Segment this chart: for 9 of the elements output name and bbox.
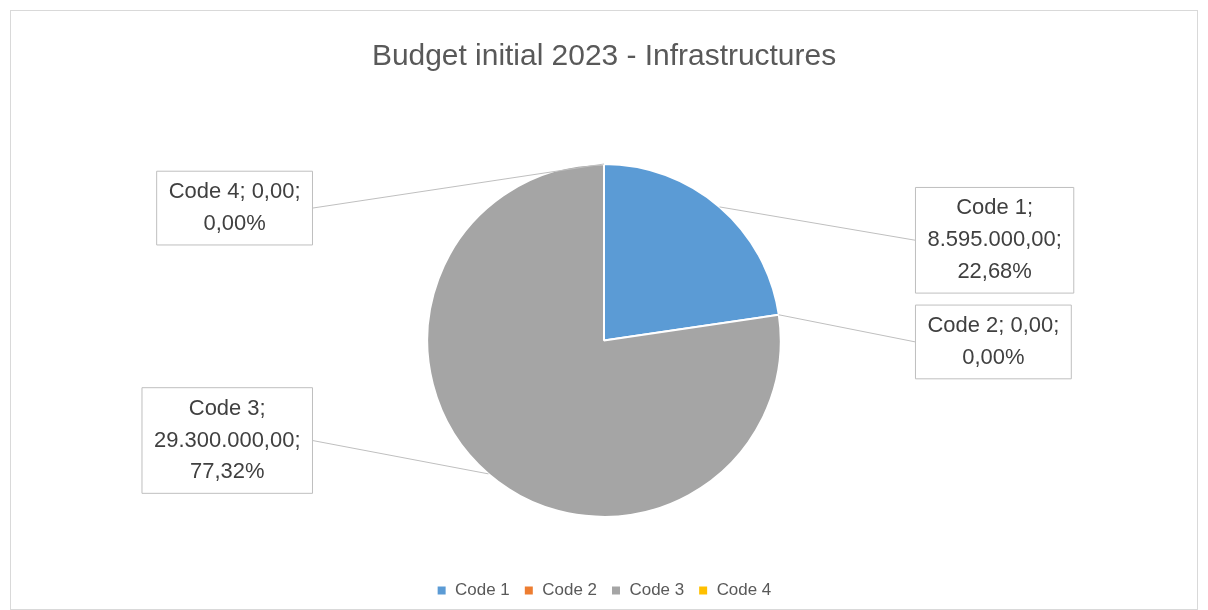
data-label: Code 1; 8.595.000,00; 22,68%: [927, 194, 1062, 284]
legend-label: Code 4: [716, 580, 772, 600]
legend-label: Code 1: [455, 580, 510, 600]
data-label: Code 3; 29.300.000,00; 77,32%: [153, 394, 301, 484]
chart-title: Budget initial 2023 - Infrastructures: [371, 38, 837, 72]
legend-label: Code 2: [542, 580, 597, 600]
text: Code 2; 0,00; 0,00%: [927, 312, 1060, 369]
legend-label: Code 3: [629, 580, 685, 600]
text: Code 4; 0,00; 0,00%: [168, 178, 301, 236]
